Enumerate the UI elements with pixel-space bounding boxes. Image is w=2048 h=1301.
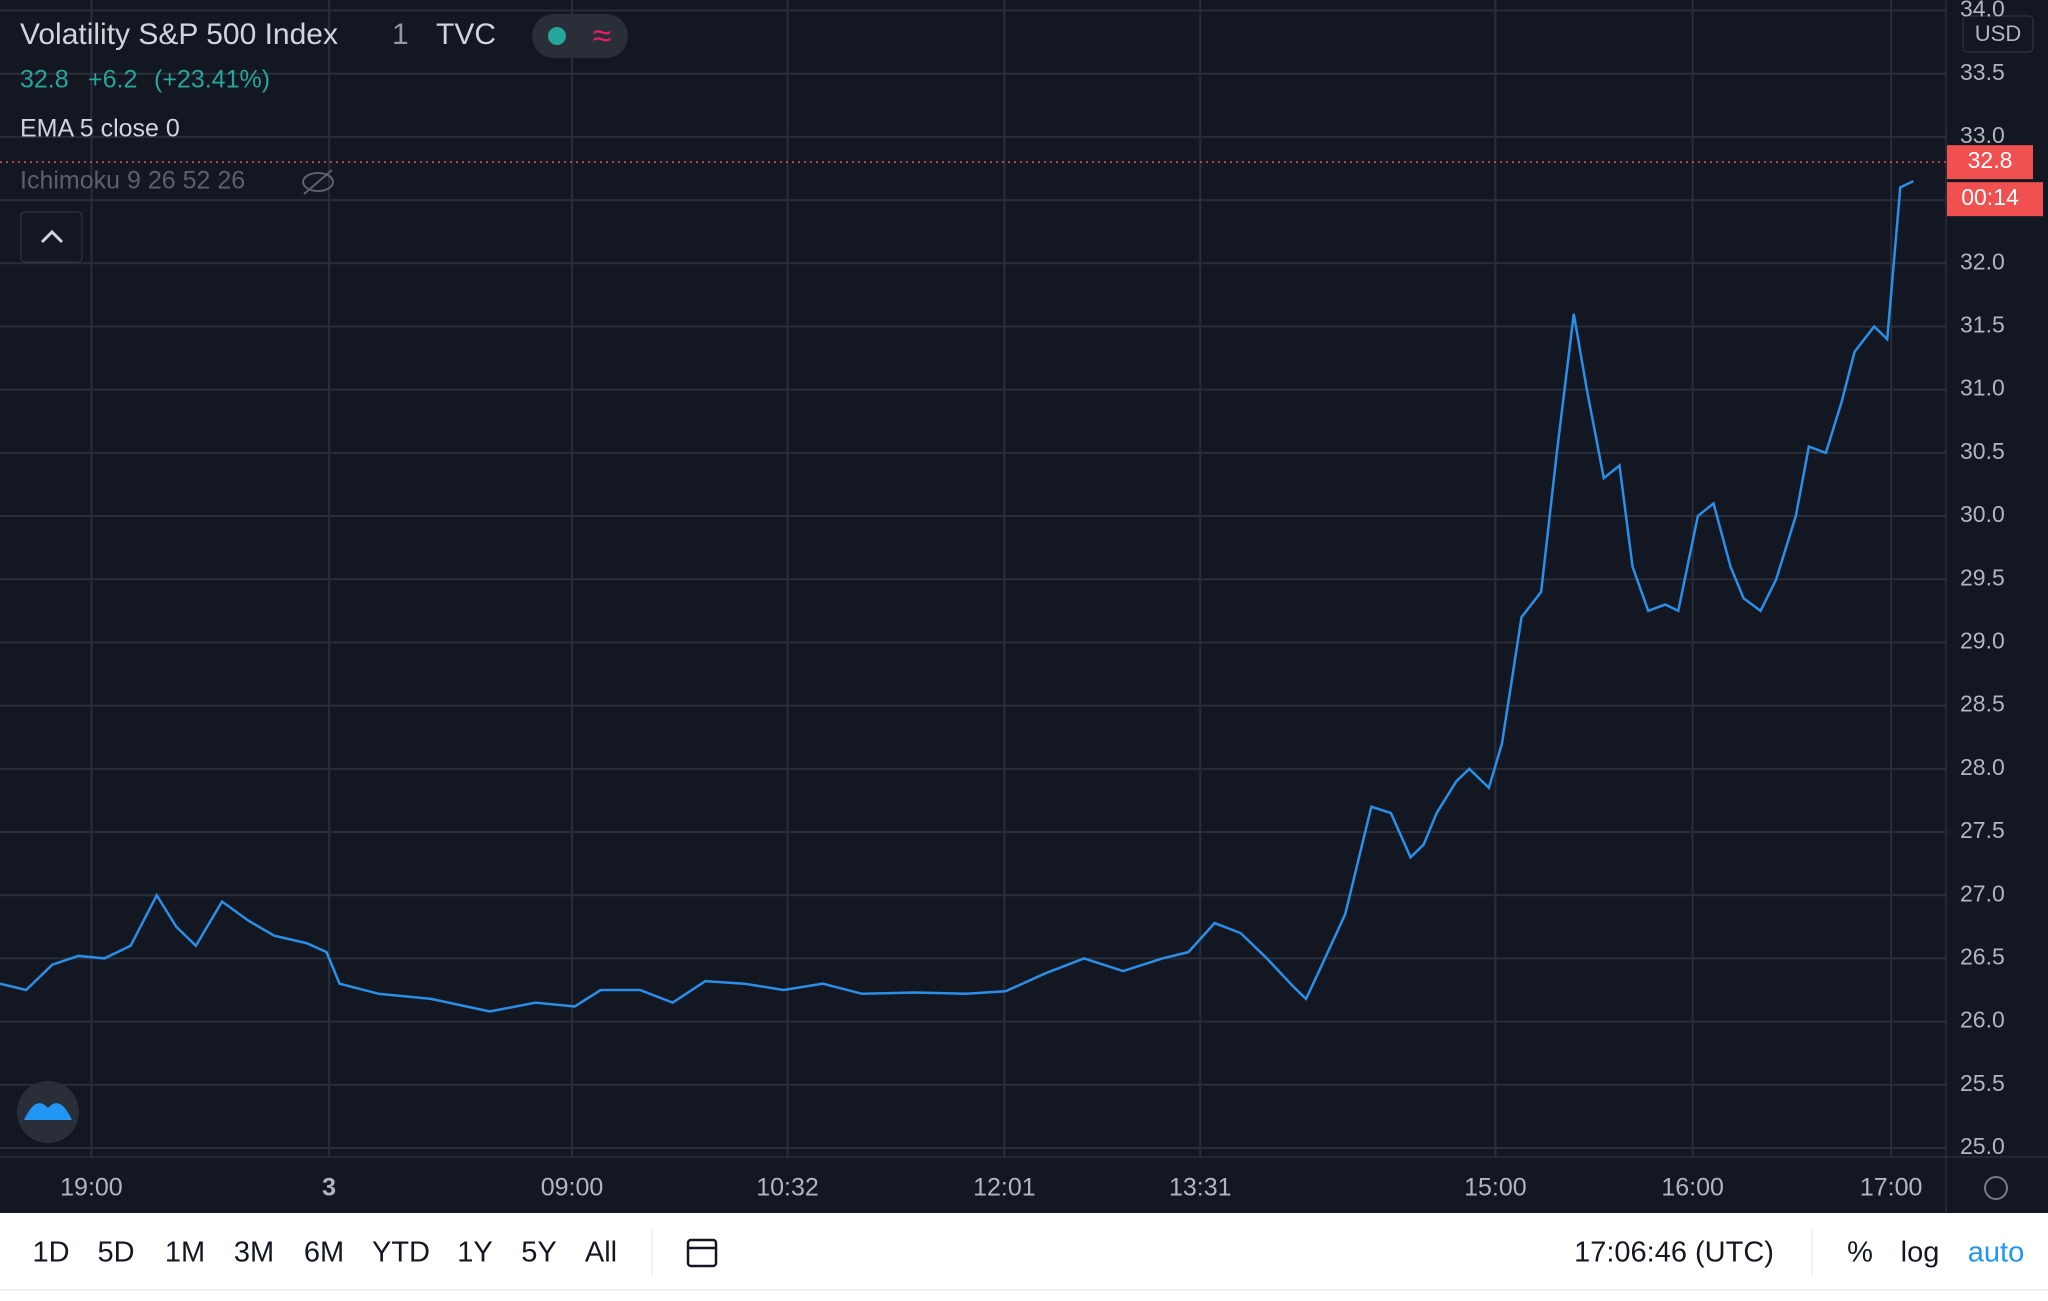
- y-tick-label: 33.5: [1960, 59, 2005, 85]
- scale-option[interactable]: %: [1847, 1237, 1873, 1269]
- chart-bg: [0, 0, 2048, 1213]
- y-tick-label: 32.0: [1960, 248, 2005, 274]
- range-button[interactable]: 5Y: [521, 1237, 556, 1269]
- y-tick-label: 34.0: [1960, 0, 2005, 22]
- x-tick-label: 09:00: [541, 1174, 604, 1202]
- x-tick-label: 17:00: [1860, 1174, 1923, 1202]
- y-tick-label: 27.5: [1960, 817, 2005, 843]
- scale-option[interactable]: auto: [1968, 1237, 2024, 1269]
- market-open-dot: [548, 27, 566, 45]
- interval: 1: [392, 18, 409, 51]
- delayed-icon: ≈: [593, 17, 612, 55]
- x-tick-label: 13:31: [1169, 1174, 1232, 1202]
- y-tick-label: 27.0: [1960, 880, 2005, 906]
- y-tick-label: 28.5: [1960, 691, 2005, 717]
- indicator-ema[interactable]: EMA 5 close 0: [20, 115, 180, 143]
- y-tick-label: 26.5: [1960, 943, 2005, 969]
- status-pill: [532, 14, 628, 58]
- price: 32.8: [20, 66, 69, 94]
- y-tick-label: 33.0: [1960, 122, 2005, 148]
- collapse-button[interactable]: [20, 211, 83, 263]
- y-tick-label: 26.0: [1960, 1007, 2005, 1033]
- y-tick-label: 29.0: [1960, 628, 2005, 654]
- countdown: 00:14: [1961, 184, 2019, 210]
- y-tick-label: 25.0: [1960, 1133, 2005, 1159]
- settings-icon[interactable]: [1984, 1176, 2008, 1200]
- range-button[interactable]: 6M: [304, 1237, 344, 1269]
- toolbar-bg: [0, 1213, 2048, 1296]
- range-button[interactable]: 3M: [234, 1237, 274, 1269]
- scale-option[interactable]: log: [1901, 1237, 1940, 1269]
- x-tick-label: 16:00: [1661, 1174, 1724, 1202]
- logo-icon: [24, 1103, 72, 1120]
- y-tick-label: 31.0: [1960, 375, 2005, 401]
- range-button[interactable]: YTD: [372, 1237, 430, 1269]
- exchange: TVC: [436, 18, 496, 51]
- change-pct: (+23.41%): [154, 66, 270, 94]
- currency: USD: [1975, 21, 2021, 46]
- y-tick-label: 25.5: [1960, 1070, 2005, 1096]
- x-tick-label: 10:32: [756, 1174, 819, 1202]
- y-tick-label: 28.0: [1960, 754, 2005, 780]
- range-button[interactable]: 1D: [32, 1237, 69, 1269]
- countdown-box: [1947, 182, 2043, 217]
- range-button[interactable]: All: [585, 1237, 617, 1269]
- range-button[interactable]: 5D: [97, 1237, 134, 1269]
- range-button[interactable]: 1Y: [457, 1237, 492, 1269]
- currency-box[interactable]: [1962, 15, 2034, 53]
- x-tick-label: 3: [322, 1174, 336, 1202]
- date-range-icon[interactable]: [686, 1238, 718, 1268]
- y-tick-label: 29.5: [1960, 564, 2005, 590]
- indicator-ichimoku[interactable]: Ichimoku 9 26 52 26: [20, 167, 245, 195]
- clock[interactable]: 17:06:46 (UTC): [1574, 1237, 1774, 1269]
- y-tick-label: 31.5: [1960, 312, 2005, 338]
- last-price-box: [1947, 145, 2033, 180]
- hidden-eye-icon[interactable]: [302, 169, 334, 195]
- x-tick-label: 19:00: [60, 1174, 123, 1202]
- change: +6.2: [88, 66, 137, 94]
- range-button[interactable]: 1M: [165, 1237, 205, 1269]
- collapse-icon: [40, 229, 64, 244]
- symbol-title: Volatility S&P 500 Index: [20, 18, 338, 51]
- x-tick-label: 15:00: [1464, 1174, 1527, 1202]
- y-tick-label: 30.0: [1960, 501, 2005, 527]
- ema-line: [0, 179, 1914, 1013]
- last-price-label: 32.8: [1968, 147, 2013, 173]
- x-tick-label: 12:01: [973, 1174, 1036, 1202]
- y-tick-label: 30.5: [1960, 438, 2005, 464]
